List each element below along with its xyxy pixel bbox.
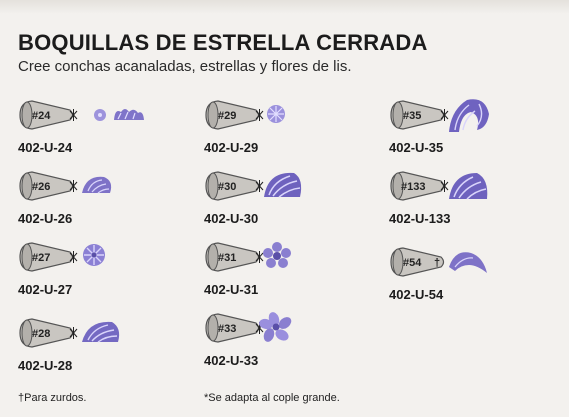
tip-code: 402-U-54: [389, 287, 444, 302]
tip-54-illustration: #54 †: [390, 247, 487, 277]
tip-number: #24: [32, 110, 51, 122]
icing-sample-icon: [94, 109, 144, 121]
tip-card: #28 402-U-28: [18, 314, 168, 374]
tip-number: #33: [218, 323, 236, 335]
tip-31-illustration: #31: [205, 242, 291, 272]
tip-card: #27 402-U-27: [18, 238, 168, 298]
tip-133-illustration: #133: [390, 171, 488, 201]
icing-sample-icon: [449, 99, 489, 132]
icing-sample-icon: [449, 173, 488, 200]
tip-number: #35: [403, 110, 421, 122]
nozzle-icon: #27: [19, 242, 78, 272]
icing-sample-icon: [82, 176, 112, 194]
scan-edge: [0, 0, 569, 14]
footnote-coupler: *Se adapta al cople grande.: [204, 392, 340, 404]
nozzle-icon: #31: [205, 242, 264, 272]
nozzle-icon: #28: [19, 318, 78, 348]
tip-card: #31 402-U-31: [204, 238, 354, 298]
tip-code: 402-U-29: [204, 140, 259, 155]
tip-code: 402-U-28: [18, 358, 73, 373]
tip-28-illustration: #28: [19, 318, 120, 348]
tip-number: #29: [218, 110, 236, 122]
tip-number: #26: [32, 181, 50, 193]
nozzle-icon: #30: [205, 171, 264, 201]
tip-number: #133: [401, 181, 425, 193]
page-title: BOQUILLAS DE ESTRELLA CERRADA: [18, 30, 428, 55]
nozzle-icon: #26: [19, 171, 78, 201]
tip-27-illustration: #27: [19, 242, 105, 272]
tip-card: #33 402-U-33: [204, 309, 354, 369]
icing-sample-icon: [267, 105, 285, 123]
tip-code: 402-U-31: [204, 282, 259, 297]
icing-sample-icon: [83, 244, 105, 266]
tip-26-illustration: #26: [19, 171, 112, 201]
tip-card: #133 402-U-133: [389, 167, 539, 227]
tip-35-illustration: #35: [390, 99, 489, 132]
icing-sample-icon: [449, 252, 487, 273]
tip-number: #28: [32, 328, 50, 340]
tip-card: #29 402-U-29: [204, 96, 354, 156]
left-hand-mark: †: [434, 257, 440, 269]
nozzle-icon: #133: [390, 171, 449, 201]
icing-sample-icon: [259, 312, 292, 342]
tip-code: 402-U-133: [389, 211, 451, 226]
tip-24-illustration: #24: [19, 100, 144, 130]
nozzle-icon: #54 †: [390, 247, 445, 277]
tip-30-illustration: #30: [205, 171, 302, 201]
tip-card: #30 402-U-30: [204, 167, 354, 227]
tip-code: 402-U-26: [18, 211, 73, 226]
tip-code: 402-U-35: [389, 140, 444, 155]
tip-number: #27: [32, 252, 50, 264]
icing-sample-icon: [82, 321, 120, 343]
tip-code: 402-U-33: [204, 353, 259, 368]
tip-code: 402-U-24: [18, 140, 73, 155]
footnote-left-handed: †Para zurdos.: [18, 392, 87, 404]
tip-29-illustration: #29: [205, 100, 285, 130]
nozzle-icon: #33: [205, 313, 264, 343]
nozzle-icon: #24: [19, 100, 78, 130]
page-subtitle: Cree conchas acanaladas, estrellas y flo…: [18, 58, 352, 75]
nozzle-icon: #35: [390, 100, 449, 130]
icing-sample-icon: [263, 242, 291, 268]
icing-sample-icon: [264, 172, 302, 198]
tip-33-illustration: #33: [205, 312, 292, 343]
nozzle-icon: #29: [205, 100, 264, 130]
tip-card: #24 402-U-24: [18, 96, 168, 156]
tip-card: #26 402-U-26: [18, 167, 168, 227]
tip-code: 402-U-27: [18, 282, 73, 297]
tip-number: #54: [403, 257, 422, 269]
tip-number: #30: [218, 181, 236, 193]
tip-number: #31: [218, 252, 236, 264]
tip-code: 402-U-30: [204, 211, 259, 226]
tip-card: #35 402-U-35: [389, 96, 539, 156]
tip-card: #54 † 402-U-54: [389, 243, 539, 303]
